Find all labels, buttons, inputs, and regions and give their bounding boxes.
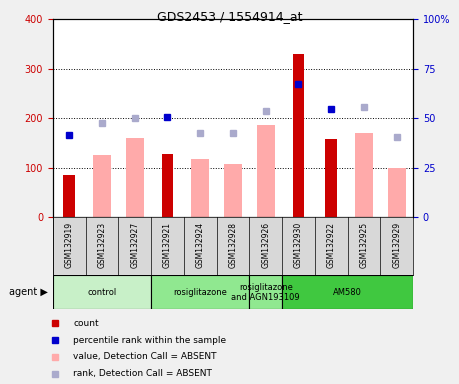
Text: GSM132929: GSM132929 <box>392 222 401 268</box>
Bar <box>93 155 111 217</box>
Bar <box>257 126 274 217</box>
Text: GSM132930: GSM132930 <box>294 222 303 268</box>
Bar <box>63 175 75 217</box>
Text: GDS2453 / 1554914_at: GDS2453 / 1554914_at <box>157 10 302 23</box>
Text: rank, Detection Call = ABSENT: rank, Detection Call = ABSENT <box>73 369 212 378</box>
Text: GSM132922: GSM132922 <box>327 222 336 268</box>
Text: rosiglitazone: rosiglitazone <box>173 288 227 297</box>
Bar <box>325 139 337 217</box>
Text: value, Detection Call = ABSENT: value, Detection Call = ABSENT <box>73 353 217 361</box>
Text: control: control <box>87 288 117 297</box>
Text: GSM132921: GSM132921 <box>163 222 172 268</box>
Text: GSM132926: GSM132926 <box>261 222 270 268</box>
Text: percentile rank within the sample: percentile rank within the sample <box>73 336 226 344</box>
Bar <box>162 154 173 217</box>
Bar <box>191 159 209 217</box>
Text: GSM132923: GSM132923 <box>97 222 106 268</box>
Bar <box>249 275 282 309</box>
Text: GSM132919: GSM132919 <box>65 222 73 268</box>
Bar <box>126 138 144 217</box>
Bar <box>53 275 151 309</box>
Text: GSM132928: GSM132928 <box>229 222 237 268</box>
Bar <box>388 167 406 217</box>
Text: agent ▶: agent ▶ <box>9 287 48 297</box>
Text: count: count <box>73 319 99 328</box>
Text: GSM132927: GSM132927 <box>130 222 139 268</box>
Text: GSM132924: GSM132924 <box>196 222 205 268</box>
Bar <box>355 133 373 217</box>
Text: GSM132925: GSM132925 <box>359 222 369 268</box>
Bar <box>282 275 413 309</box>
Bar <box>293 54 304 217</box>
Bar <box>151 275 249 309</box>
Text: rosiglitazone
and AGN193109: rosiglitazone and AGN193109 <box>231 283 300 302</box>
Bar <box>224 164 242 217</box>
Text: AM580: AM580 <box>333 288 362 297</box>
